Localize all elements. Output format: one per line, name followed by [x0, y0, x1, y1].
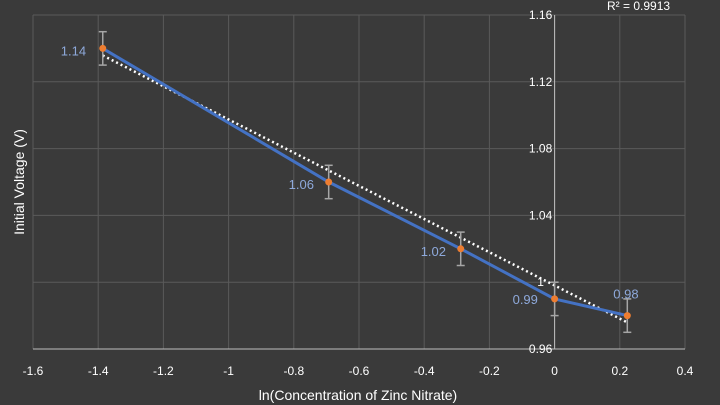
y-tick-labels: 0.96 1 1.04 1.08 1.12 1.16: [529, 8, 553, 356]
x-tick-label: -0.8: [283, 364, 304, 378]
data-point: [99, 44, 107, 52]
x-tick-label: -0.2: [479, 364, 500, 378]
x-tick-label: -1.6: [23, 364, 44, 378]
x-tick-labels: -1.6 -1.4 -1.2 -1 -0.8 -0.6 -0.4 -0.2 0 0.2 0.4: [23, 364, 694, 378]
data-point: [325, 178, 333, 186]
x-axis-label: ln(Concentration of Zinc Nitrate): [259, 387, 457, 403]
y-tick-label: 0.96: [529, 342, 553, 356]
y-tick-label: 1: [537, 275, 544, 289]
x-tick-label: -0.4: [414, 364, 435, 378]
y-axis-label: Initial Voltage (V): [11, 129, 27, 235]
data-point: [551, 295, 559, 303]
x-tick-label: -1: [223, 364, 234, 378]
data-labels: 1.14 1.06 1.02 0.99 0.98: [61, 43, 639, 307]
y-tick-label: 1.08: [529, 142, 553, 156]
data-label: 1.02: [421, 244, 446, 259]
data-label: 1.14: [61, 43, 86, 58]
x-tick-label: 0: [551, 364, 558, 378]
data-point: [623, 312, 631, 320]
x-tick-label: 0.4: [677, 364, 694, 378]
x-tick-label: -0.6: [349, 364, 370, 378]
data-label: 1.06: [289, 177, 314, 192]
trendline: [102, 54, 628, 324]
data-label: 0.99: [513, 292, 538, 307]
y-tick-label: 1.16: [529, 8, 553, 22]
trendline-line: [102, 54, 628, 324]
data-points: [99, 44, 631, 320]
y-tick-label: 1.12: [529, 75, 553, 89]
data-label: 0.98: [613, 287, 638, 302]
x-tick-label: -1.4: [88, 364, 109, 378]
x-tick-label: -1.2: [153, 364, 174, 378]
x-tick-label: 0.2: [611, 364, 628, 378]
r-squared-label: R² = 0.9913: [607, 0, 670, 13]
y-tick-label: 1.04: [529, 208, 553, 222]
data-point: [457, 245, 465, 253]
